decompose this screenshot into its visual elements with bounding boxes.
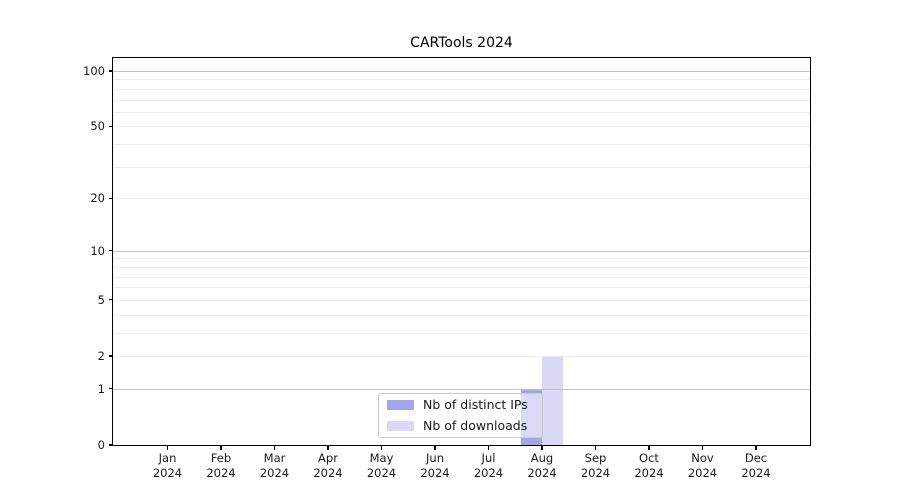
legend-item-downloads: Nb of downloads xyxy=(379,416,542,437)
legend-label-downloads: Nb of downloads xyxy=(423,418,528,433)
minor-gridline xyxy=(113,299,810,301)
minor-gridline xyxy=(113,332,810,334)
x-tick-mark xyxy=(434,445,436,450)
minor-gridline xyxy=(113,99,810,101)
x-tick-label: Jan 2024 xyxy=(152,451,183,480)
minor-gridline xyxy=(113,79,810,81)
y-tick-mark xyxy=(109,355,113,357)
minor-gridline xyxy=(113,198,810,200)
y-tick-label: 2 xyxy=(97,349,105,363)
plot-area: Nb of distinct IPs Nb of downloads xyxy=(113,58,810,445)
y-tick-mark xyxy=(109,444,113,446)
x-tick-label: Jun 2024 xyxy=(420,451,450,480)
x-tick-label: Dec 2024 xyxy=(741,451,771,480)
y-tick-label: 0 xyxy=(97,438,105,452)
major-gridline xyxy=(113,388,810,390)
bar-downloads xyxy=(542,356,564,445)
y-tick-mark xyxy=(109,125,113,128)
major-gridline xyxy=(113,250,810,252)
y-tick-mark xyxy=(109,388,113,390)
minor-gridline xyxy=(113,166,810,168)
y-tick-label: 100 xyxy=(83,64,105,78)
y-tick-label: 10 xyxy=(90,243,105,258)
x-tick-mark xyxy=(380,445,383,450)
minor-gridline xyxy=(113,356,810,357)
minor-gridline xyxy=(113,126,810,128)
minor-gridline xyxy=(113,258,810,260)
minor-gridline xyxy=(113,88,810,90)
x-tick-mark xyxy=(701,445,704,450)
y-tick-mark xyxy=(109,250,113,252)
x-tick-mark xyxy=(755,445,757,450)
minor-gridline xyxy=(113,314,810,316)
legend-swatch-downloads-icon xyxy=(387,420,414,432)
x-tick-label: May 2024 xyxy=(366,451,397,480)
y-tick-label: 5 xyxy=(97,292,105,307)
y-tick-mark xyxy=(109,197,113,199)
x-tick-mark xyxy=(273,445,276,450)
x-tick-label: Mar 2024 xyxy=(259,451,290,480)
minor-gridline xyxy=(113,144,810,146)
x-tick-mark xyxy=(220,445,222,450)
minor-gridline xyxy=(113,287,810,289)
gridlines-layer xyxy=(113,58,810,445)
y-tick-label: 20 xyxy=(90,191,105,206)
minor-gridline xyxy=(113,276,810,278)
major-gridline xyxy=(113,71,810,72)
minor-gridline xyxy=(113,111,810,113)
x-tick-mark xyxy=(166,445,169,450)
x-tick-mark xyxy=(541,445,543,450)
legend-swatch-distinct-ips-icon xyxy=(387,399,414,411)
legend-item-distinct-ips: Nb of distinct IPs xyxy=(379,395,542,416)
x-tick-mark xyxy=(327,445,329,450)
x-tick-mark xyxy=(594,445,597,450)
x-tick-label: Oct 2024 xyxy=(634,451,664,480)
x-tick-label: Aug 2024 xyxy=(527,451,557,480)
y-tick-label: 1 xyxy=(97,381,105,396)
legend-label-distinct-ips: Nb of distinct IPs xyxy=(423,397,528,412)
x-tick-mark xyxy=(648,445,650,450)
x-tick-label: Apr 2024 xyxy=(313,451,343,480)
x-tick-label: Nov 2024 xyxy=(687,451,718,480)
legend: Nb of distinct IPs Nb of downloads xyxy=(378,392,543,438)
y-tick-label: 50 xyxy=(90,119,105,134)
x-tick-label: Sep 2024 xyxy=(580,451,611,480)
minor-gridline xyxy=(113,266,810,268)
x-tick-label: Jul 2024 xyxy=(473,451,504,480)
y-tick-mark xyxy=(109,70,113,72)
x-tick-mark xyxy=(487,445,490,450)
x-tick-label: Feb 2024 xyxy=(206,451,236,480)
chart-title: CARTools 2024 xyxy=(410,35,513,51)
y-tick-mark xyxy=(109,299,113,301)
